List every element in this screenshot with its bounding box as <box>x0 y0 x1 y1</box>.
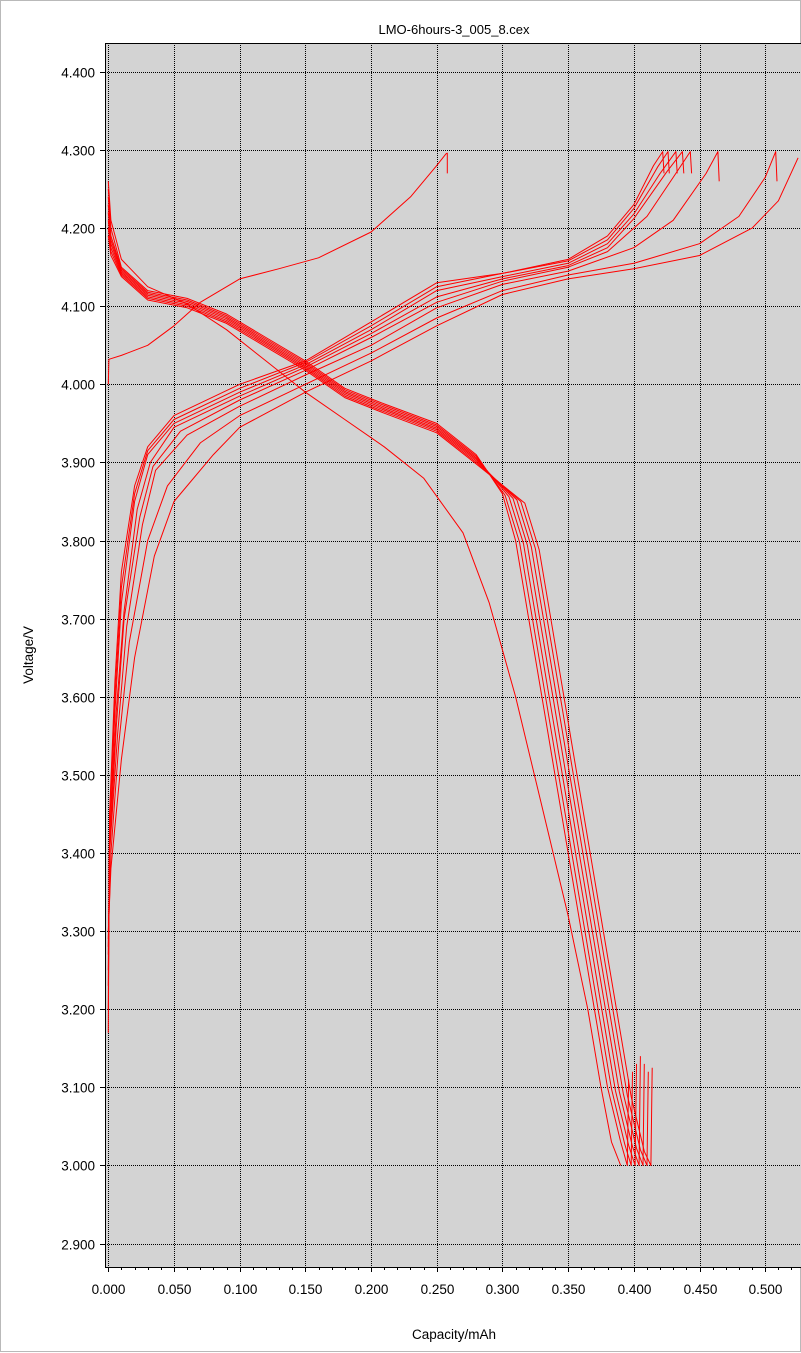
y-tick-label: 3.300 <box>61 925 95 940</box>
y-tick-label: 2.900 <box>61 1238 95 1253</box>
series-line-13-discharge <box>107 204 637 1166</box>
x-tick-label: 0.000 <box>92 1282 126 1297</box>
y-tick-label: 4.200 <box>61 222 95 237</box>
series-line-2-discharge <box>107 181 622 1166</box>
series-line-12-discharge <box>107 196 633 1166</box>
series-line-3-charge <box>107 151 665 1033</box>
chart-title: LMO-6hours-3_005_8.cex <box>378 22 530 37</box>
series-line-1-charge <box>107 152 448 385</box>
series-line-6-charge <box>107 151 685 971</box>
y-tick-label: 3.700 <box>61 613 95 628</box>
x-tick-label: 0.400 <box>618 1282 652 1297</box>
y-tick-label: 4.400 <box>61 66 95 81</box>
x-tick-label: 0.300 <box>486 1282 520 1297</box>
y-axis-title: Voltage/V <box>21 626 36 684</box>
x-tick-label: 0.100 <box>224 1282 258 1297</box>
x-tick-label: 0.450 <box>684 1282 718 1297</box>
axes <box>100 43 801 1272</box>
series-line-4-charge <box>107 151 670 1010</box>
x-axis-title: Capacity/mAh <box>412 1327 496 1342</box>
y-tick-label: 4.300 <box>61 144 95 159</box>
y-tick-label: 3.000 <box>61 1159 95 1174</box>
y-tick-label: 3.200 <box>61 1003 95 1018</box>
x-tick-labels: 0.000 0.050 0.100 0.150 0.200 0.250 0.300 0.350… <box>92 1282 783 1297</box>
series-line-10-charge <box>107 157 799 932</box>
y-tick-label: 3.500 <box>61 769 95 784</box>
series-line-16-discharge <box>107 228 649 1166</box>
series-line-5-charge <box>107 151 678 986</box>
y-tick-label: 4.000 <box>61 378 95 393</box>
series-line-15-discharge <box>107 220 645 1166</box>
y-tick-label: 4.100 <box>61 300 95 315</box>
y-tick-label: 3.400 <box>61 847 95 862</box>
series-group <box>107 151 799 1166</box>
y-tick-label: 3.100 <box>61 1081 95 1096</box>
y-tick-label: 3.900 <box>61 456 95 471</box>
series-line-17-discharge <box>107 235 653 1166</box>
x-tick-label: 0.500 <box>749 1282 783 1297</box>
series-line-14-discharge <box>107 212 641 1166</box>
x-tick-label: 0.250 <box>421 1282 455 1297</box>
plot-area <box>105 43 801 1267</box>
y-tick-label: 3.600 <box>61 691 95 706</box>
series-line-11-discharge <box>107 189 630 1166</box>
x-tick-label: 0.200 <box>355 1282 389 1297</box>
x-tick-label: 0.050 <box>158 1282 192 1297</box>
series-line-8-charge <box>107 151 720 947</box>
y-tick-labels: 4.400 4.300 4.200 4.100 4.000 3.900 3.800 3.700… <box>61 66 95 1253</box>
x-tick-label: 0.150 <box>289 1282 323 1297</box>
y-tick-label: 3.800 <box>61 535 95 550</box>
x-tick-label: 0.350 <box>552 1282 586 1297</box>
series-line-9-charge <box>107 151 778 939</box>
series-line-7-charge <box>107 151 693 955</box>
grid <box>105 43 801 1267</box>
